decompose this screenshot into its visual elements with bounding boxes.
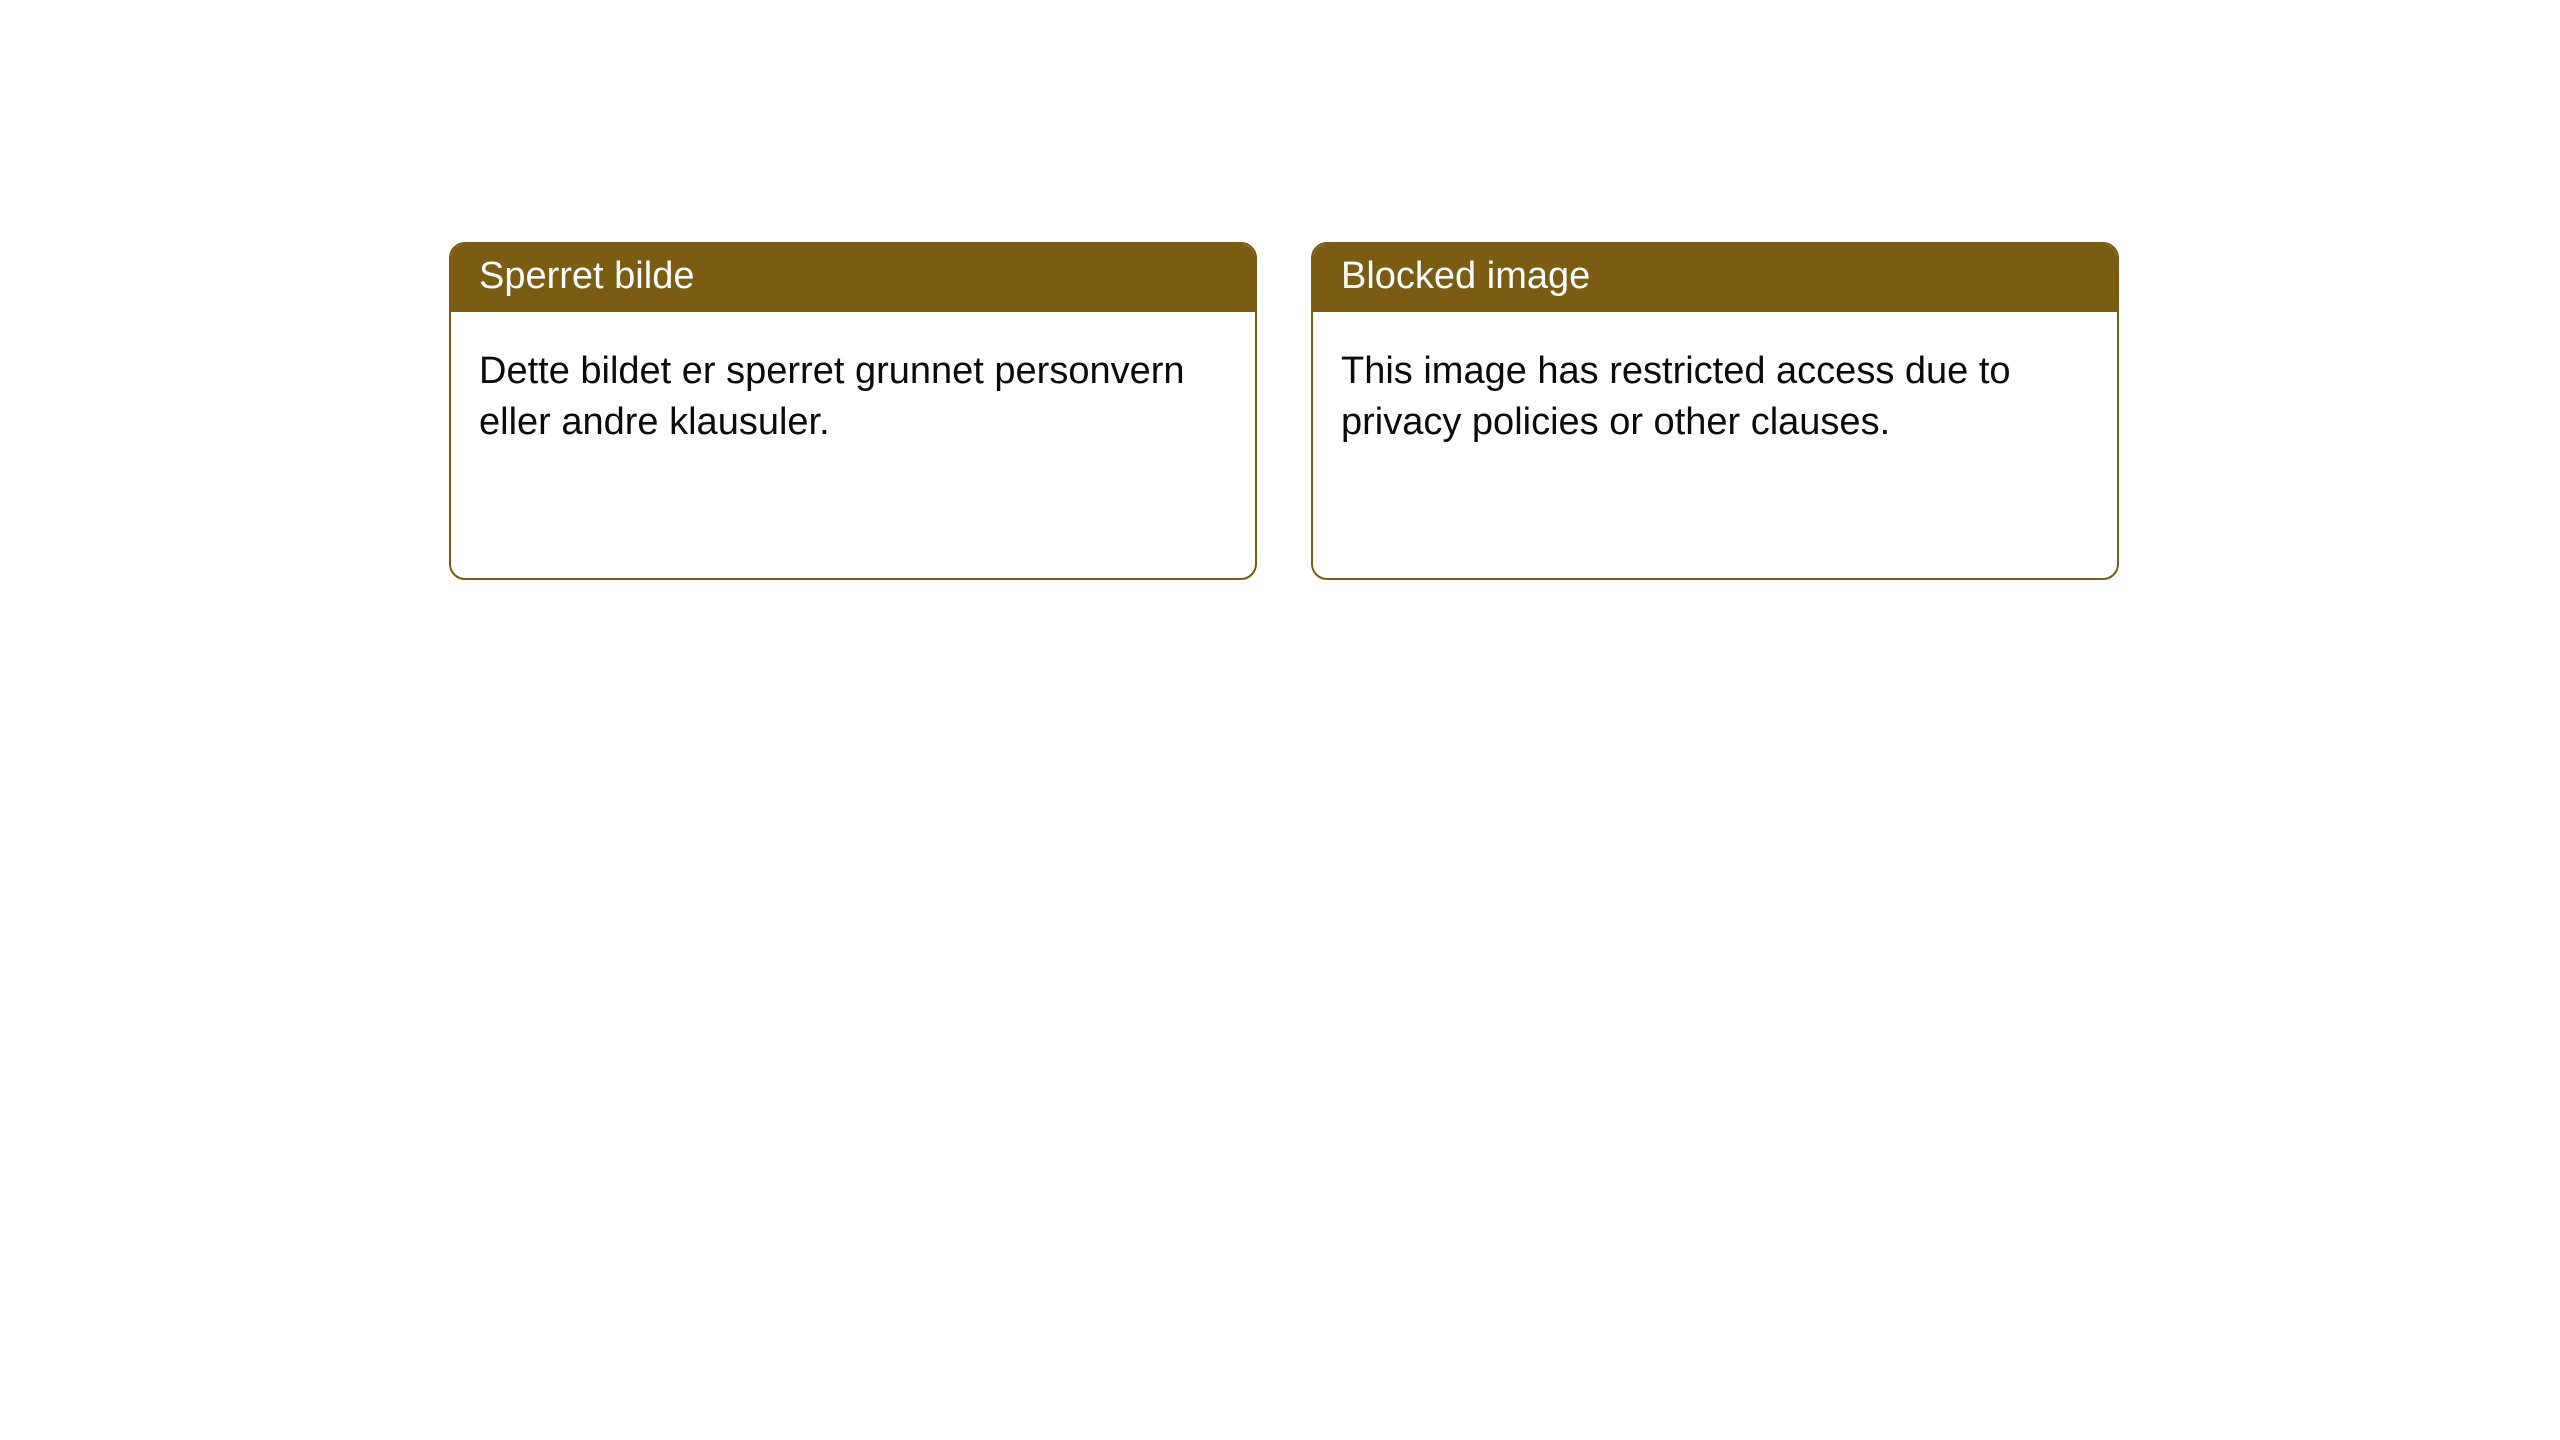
card-body-no: Dette bildet er sperret grunnet personve… xyxy=(451,312,1255,473)
card-title-en: Blocked image xyxy=(1313,244,2117,312)
card-title-no: Sperret bilde xyxy=(451,244,1255,312)
blocked-image-card-no: Sperret bilde Dette bildet er sperret gr… xyxy=(449,242,1257,580)
blocked-image-card-en: Blocked image This image has restricted … xyxy=(1311,242,2119,580)
notice-container: Sperret bilde Dette bildet er sperret gr… xyxy=(0,0,2560,580)
card-body-en: This image has restricted access due to … xyxy=(1313,312,2117,473)
